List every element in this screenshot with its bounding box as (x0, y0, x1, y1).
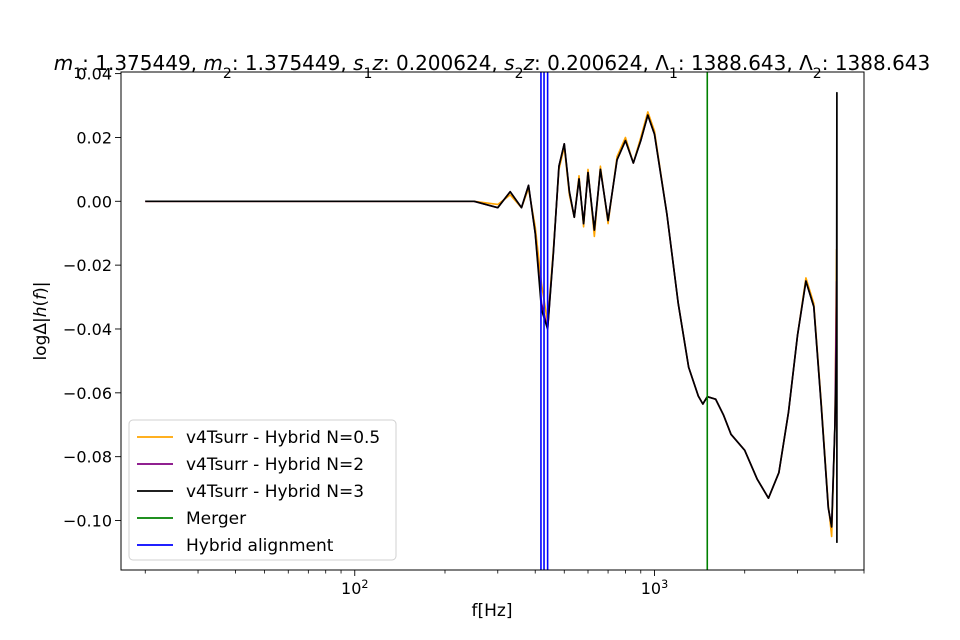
chart-title: m1: 1.375449, m2: 1.375449, s1z: 0.20062… (54, 51, 931, 82)
y-axis-label: logΔ|h(f)| (31, 281, 51, 360)
legend-label: Hybrid alignment (186, 536, 334, 556)
y-tick-label: −0.06 (63, 384, 112, 403)
plot-area (145, 72, 838, 570)
legend-label: Merger (186, 509, 246, 529)
y-tick-label: 0.04 (76, 65, 112, 84)
x-axis-label: f[Hz] (472, 601, 513, 621)
y-tick-label: 0.02 (76, 128, 112, 147)
chart-title-text: m1: 1.375449, m2: 1.375449, s1z: 0.20062… (54, 51, 931, 82)
y-tick-label: −0.04 (63, 320, 112, 339)
plot-frame (120, 71, 865, 571)
y-tick-label: −0.08 (63, 448, 112, 467)
x-tick-label: 103 (641, 578, 668, 599)
y-tick-label: 0.00 (76, 192, 112, 211)
legend-label: v4Tsurr - Hybrid N=2 (186, 455, 364, 475)
legend-box (128, 419, 397, 561)
y-axis: 0.04 0.02 0.00 −0.02 −0.04 −0.06 −0.08 −0.10 (63, 65, 121, 531)
legend-label: v4Tsurr - Hybrid N=0.5 (186, 428, 380, 448)
x-axis: 102 103 (144, 570, 865, 599)
legend: v4Tsurr - Hybrid N=0.5 v4Tsurr - Hybrid N… (128, 419, 397, 561)
y-axis-label-text: logΔ|h(f)| (31, 281, 51, 360)
x-tick-label: 102 (341, 578, 368, 599)
legend-label: v4Tsurr - Hybrid N=3 (186, 482, 364, 502)
series-line-2 (145, 91, 838, 543)
y-tick-label: −0.10 (63, 512, 112, 531)
y-tick-label: −0.02 (63, 256, 112, 275)
